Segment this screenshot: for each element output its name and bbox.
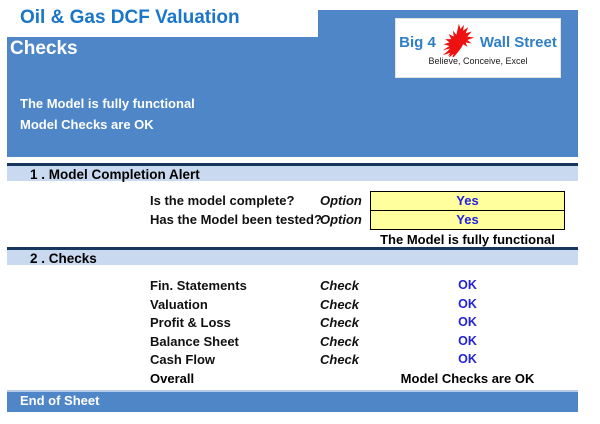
check-type-label: Check	[320, 315, 360, 330]
model-complete-input[interactable]: Yes	[370, 191, 565, 211]
end-of-sheet-banner: End of Sheet	[7, 390, 578, 412]
option-label: Option	[320, 212, 362, 227]
check-status: OK	[458, 315, 477, 329]
check-label: Profit & Loss	[150, 315, 231, 330]
section-2-rows: Fin. Statements Check OK Valuation Check…	[0, 277, 600, 388]
option-label: Option	[320, 193, 362, 208]
check-type-label: Check	[320, 352, 360, 367]
check-status: OK	[458, 352, 477, 366]
model-tested-input[interactable]: Yes	[370, 209, 565, 230]
overall-row: Overall Model Checks are OK	[0, 370, 600, 389]
logo: Big 4 Wall Street Believe, Conceive, Exc…	[395, 18, 561, 78]
check-status: OK	[458, 278, 477, 292]
check-label: Valuation	[150, 296, 208, 312]
section-2-header: 2 . Checks	[7, 247, 578, 266]
status-line-2: Model Checks are OK	[20, 117, 154, 132]
check-row: Cash Flow Check OK	[0, 351, 600, 370]
check-label: Fin. Statements	[150, 278, 247, 293]
question-label: Is the model complete?	[150, 193, 295, 208]
section-1-header: 1 . Model Completion Alert	[7, 163, 578, 182]
check-label: Cash Flow	[150, 352, 216, 367]
overall-label: Overall	[150, 370, 195, 386]
logo-tagline: Believe, Conceive, Excel	[428, 55, 528, 66]
check-type-label: Check	[320, 296, 360, 312]
question-label: Has the Model been tested?	[150, 212, 322, 227]
check-label: Balance Sheet	[150, 333, 239, 349]
logo-brand-left: Big 4	[399, 34, 436, 51]
overall-status: Model Checks are OK	[400, 370, 535, 386]
check-row: Profit & Loss Check OK	[0, 314, 600, 333]
section-1-result: The Model is fully functional	[380, 232, 555, 247]
check-row: Valuation Check OK	[0, 296, 600, 315]
section-1-rows: Is the model complete? Option Yes Has th…	[0, 191, 600, 251]
end-of-sheet-label: End of Sheet	[20, 393, 100, 408]
red-eagle-icon	[442, 23, 475, 57]
status-line-1: The Model is fully functional	[20, 96, 195, 111]
page-title: Oil & Gas DCF Valuation	[20, 7, 240, 28]
check-row: Balance Sheet Check OK	[0, 333, 600, 352]
logo-brand-right: Wall Street	[479, 34, 557, 51]
sheet-subtitle: Checks	[10, 38, 78, 59]
check-status: OK	[458, 333, 477, 348]
check-status: OK	[458, 296, 477, 311]
check-type-label: Check	[320, 333, 360, 349]
logo-brand: Big 4 Wall Street	[399, 23, 557, 57]
check-type-label: Check	[320, 278, 360, 293]
check-row: Fin. Statements Check OK	[0, 277, 600, 296]
